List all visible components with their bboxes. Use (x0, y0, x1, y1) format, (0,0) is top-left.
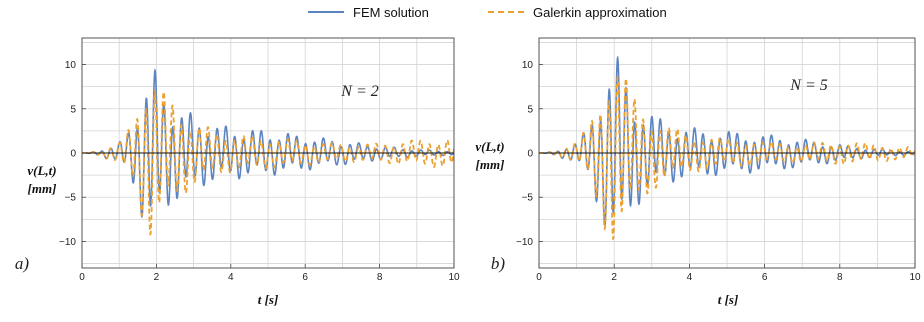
y-axis-label: v(L,t) (27, 163, 56, 178)
x-tick-label: 6 (302, 272, 308, 283)
legend-label-galerkin: Galerkin approximation (533, 4, 667, 20)
y-tick-label: −5 (65, 193, 77, 204)
legend-item-galerkin: Galerkin approximation (488, 3, 667, 21)
panel-label: a) (15, 254, 30, 273)
y-axis-unit-label: [mm] (476, 157, 505, 172)
x-tick-label: 10 (909, 272, 921, 283)
plot-area (539, 55, 915, 241)
y-axis-unit-label: [mm] (28, 181, 57, 196)
x-tick-label: 0 (536, 272, 542, 283)
x-tick-label: 8 (837, 272, 843, 283)
mode-count-annotation: N = 2 (340, 83, 378, 100)
panel-label: b) (491, 254, 506, 273)
x-tick-label: 0 (79, 272, 85, 283)
mode-count-annotation: N = 5 (789, 77, 827, 94)
x-axis-label: t [s] (718, 292, 739, 307)
y-tick-label: −10 (59, 237, 76, 248)
series-line-galerkin (82, 89, 454, 236)
chart-panel-a: 0 2 4 6 8 10 −10 −5 0 5 10 v(L,t) [mm] t [s] N = 2 a) (15, 37, 460, 307)
legend: FEM solution Galerkin approximation (0, 3, 924, 21)
y-tick-label: −10 (516, 237, 533, 248)
legend-label-fem: FEM solution (353, 4, 429, 20)
x-tick-label: 2 (154, 272, 160, 283)
x-axis-label: t [s] (258, 292, 279, 307)
series-line-galerkin (539, 74, 915, 241)
y-tick-label: 10 (65, 60, 77, 71)
x-tick-label: 4 (228, 272, 234, 283)
x-tick-label: 4 (687, 272, 693, 283)
plot-area (82, 68, 454, 236)
chart-panel-b: 0 2 4 6 8 10 −10 −5 0 5 10 v(L,t) [mm] t [s] N = 5 b) (475, 37, 921, 307)
y-axis-label: v(L,t) (475, 139, 504, 154)
series-line-fem (82, 68, 454, 218)
legend-swatch-fem (308, 11, 344, 13)
x-tick-label: 8 (377, 272, 383, 283)
x-tick-label: 2 (611, 272, 617, 283)
y-tick-label: 5 (70, 104, 76, 115)
y-tick-label: −5 (522, 193, 534, 204)
y-tick-label: 0 (527, 149, 533, 160)
legend-item-fem: FEM solution (308, 3, 429, 21)
x-tick-label: 10 (448, 272, 460, 283)
y-tick-label: 10 (522, 60, 534, 71)
legend-swatch-galerkin (488, 11, 524, 13)
x-tick-label: 6 (762, 272, 768, 283)
y-tick-label: 0 (70, 149, 76, 160)
y-tick-label: 5 (527, 104, 533, 115)
